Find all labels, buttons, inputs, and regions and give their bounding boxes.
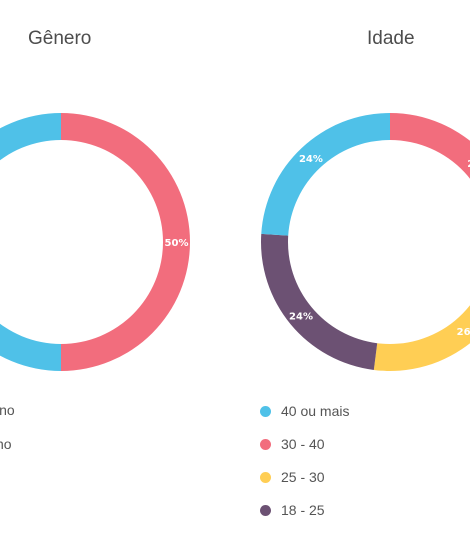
legend-dot bbox=[260, 438, 271, 450]
idade-slice-label-0: 26 bbox=[467, 159, 470, 170]
legend-item-genero-2[interactable]: no bbox=[0, 436, 12, 452]
legend-label: ino bbox=[0, 402, 15, 418]
genero-slice-label-0: 50% bbox=[165, 238, 189, 249]
legend-dot bbox=[260, 405, 271, 417]
legend-item-idade-40-ou-mais[interactable]: 40 ou mais bbox=[260, 403, 349, 419]
genero-slice-1[interactable] bbox=[0, 113, 61, 371]
legend-item-genero-1[interactable]: ino bbox=[0, 402, 15, 418]
legend-label: 25 - 30 bbox=[281, 469, 325, 485]
chart-title-idade: Idade bbox=[367, 28, 415, 49]
legend-label: 18 - 25 bbox=[281, 502, 325, 518]
idade-slice-label-1: 26 bbox=[457, 327, 470, 338]
idade-slice-label-2: 24% bbox=[289, 312, 313, 323]
legend-item-idade-30-40[interactable]: 30 - 40 bbox=[260, 436, 325, 452]
legend-label: no bbox=[0, 436, 12, 452]
idade-slice-1[interactable] bbox=[373, 248, 470, 371]
legend-item-idade-18-25[interactable]: 18 - 25 bbox=[260, 502, 325, 518]
genero-slice-0[interactable] bbox=[61, 113, 190, 371]
donut-genero: 50% bbox=[0, 113, 190, 371]
idade-slice-label-3: 24% bbox=[299, 154, 323, 165]
legend-item-idade-25-30[interactable]: 25 - 30 bbox=[260, 469, 325, 485]
legend-label: 40 ou mais bbox=[281, 403, 350, 419]
legend-label: 30 - 40 bbox=[281, 436, 325, 452]
legend-dot bbox=[260, 504, 271, 516]
donut-idade: 26 26 24% 24% bbox=[260, 113, 470, 371]
legend-dot bbox=[260, 471, 271, 483]
idade-slice-2[interactable] bbox=[260, 233, 378, 370]
idade-slice-3[interactable] bbox=[261, 113, 390, 236]
chart-title-genero: Gênero bbox=[28, 28, 92, 49]
idade-slice-0[interactable] bbox=[390, 113, 470, 250]
